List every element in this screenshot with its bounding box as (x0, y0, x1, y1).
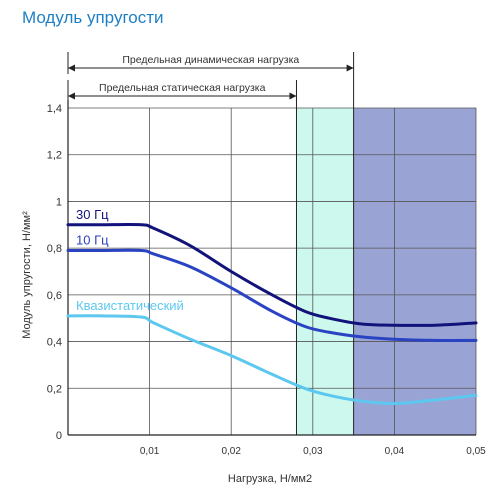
y-tick-label: 0,8 (47, 243, 62, 255)
x-axis-label: Нагрузка, Н/мм2 (228, 473, 312, 485)
series-label-1: 30 Гц (76, 207, 109, 222)
annotation-arrowhead-right (346, 64, 354, 72)
y-tick-label: 0,4 (47, 337, 62, 349)
series-line-1 (66, 223, 478, 327)
annotation-arrowhead-left (68, 92, 75, 100)
grid-lines (68, 107, 477, 435)
annotation-label: Предельная статическая нагрузка (99, 82, 266, 94)
x-tick-label: 0,02 (221, 446, 241, 457)
y-tick-label: 1,2 (47, 150, 62, 162)
load-band-1 (296, 108, 354, 435)
x-tick-label: 0,03 (303, 446, 323, 457)
series-lines (66, 223, 478, 405)
y-tick-label: 0 (56, 430, 62, 442)
series-label-3: Квазистатический (76, 298, 184, 313)
y-tick-label: 1,4 (47, 103, 62, 115)
x-tick-label: 0,01 (140, 446, 160, 457)
load-bands (296, 108, 476, 435)
chart-title: Модуль упругости (22, 8, 164, 27)
series-line-2 (66, 248, 478, 342)
annotation-arrowhead-right (289, 92, 297, 100)
load-limit-annotations: Предельная динамическая нагрузка Предельн… (67, 52, 355, 435)
x-tick-label: 0,05 (466, 446, 486, 457)
y-tick-label: 1 (56, 196, 62, 208)
series-line-3 (66, 314, 478, 405)
y-tick-labels: 0 0,2 0,4 0,6 0,8 1 1,2 1,4 (47, 103, 62, 442)
y-tick-label: 0,6 (47, 290, 62, 302)
y-tick-label: 0,2 (47, 383, 62, 395)
x-tick-label: 0,04 (385, 446, 405, 457)
series-labels: 30 Гц 10 Гц Квазистатический (76, 207, 184, 313)
y-axis-label: Модуль упругости, Н/мм² (21, 211, 33, 339)
axes (67, 100, 476, 436)
series-label-2: 10 Гц (76, 232, 109, 247)
x-tick-labels: 0,01 0,02 0,03 0,04 0,05 (140, 446, 486, 457)
annotation-label: Предельная динамическая нагрузка (122, 54, 299, 66)
annotation-arrowhead-left (68, 64, 75, 72)
load-band-2 (353, 108, 476, 435)
